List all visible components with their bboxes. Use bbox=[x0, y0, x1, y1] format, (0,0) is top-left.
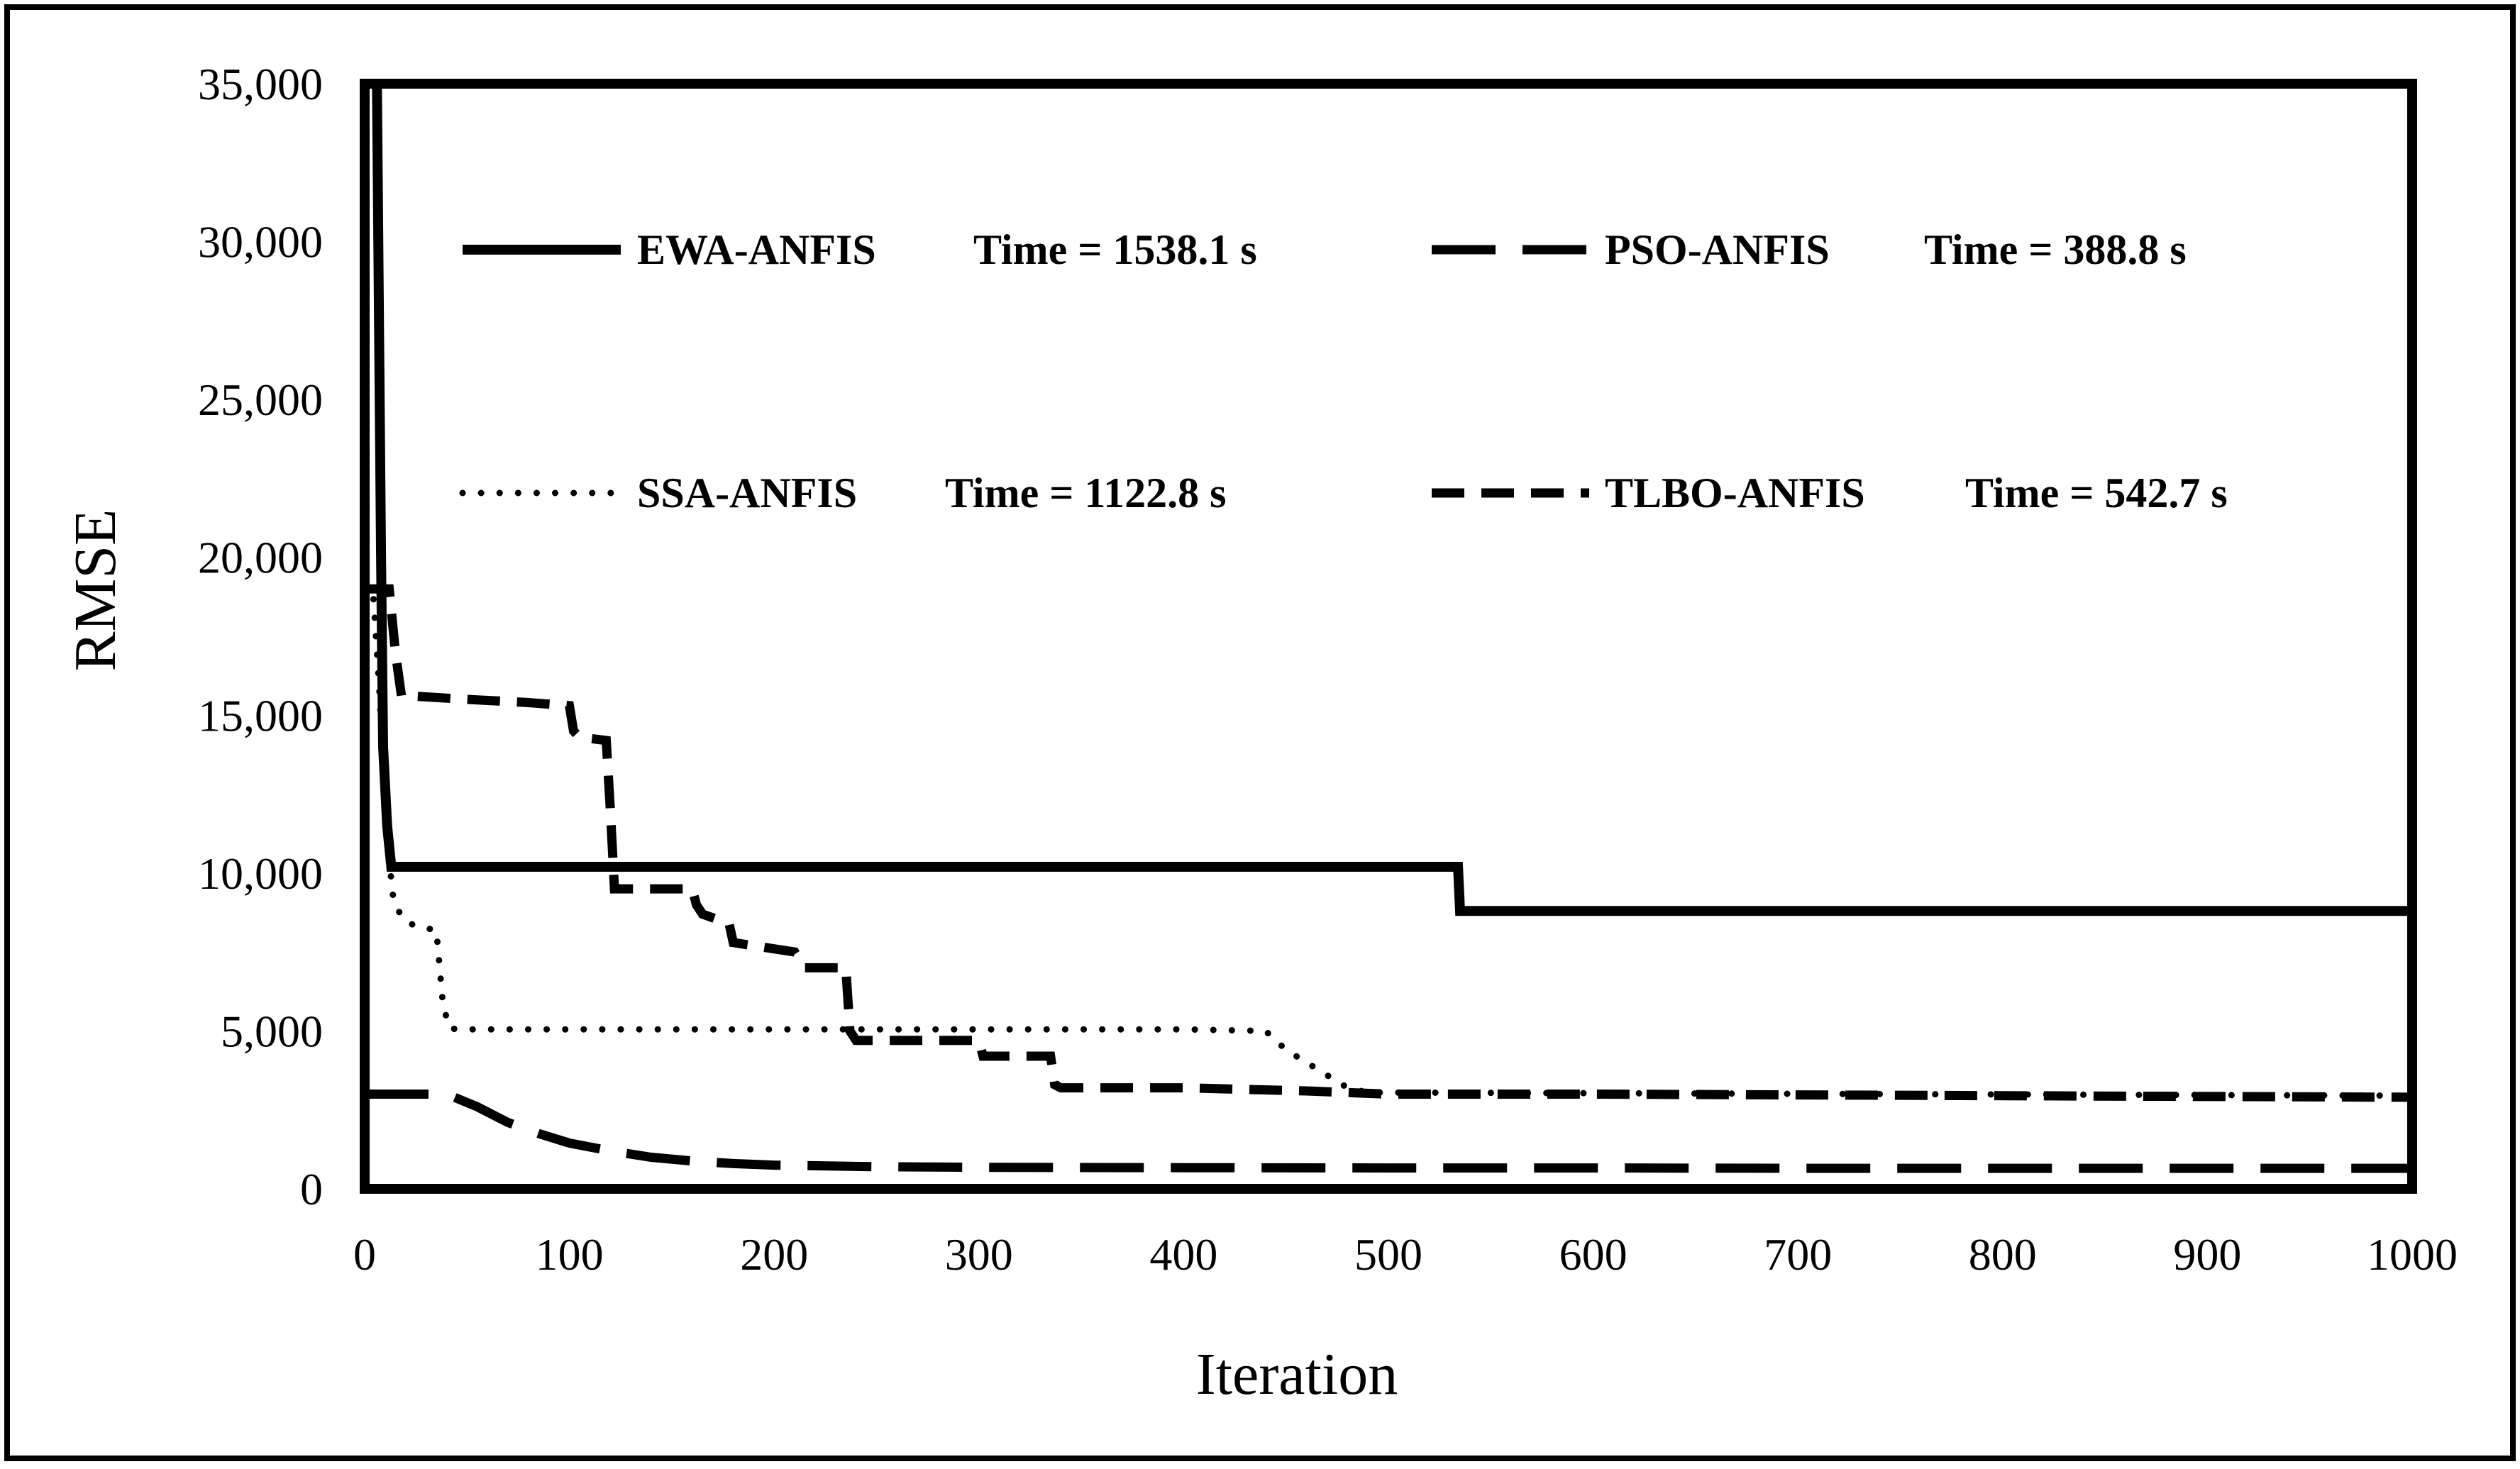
x-tick-label: 500 bbox=[1354, 1229, 1422, 1280]
y-tick-label: 35,000 bbox=[198, 59, 323, 109]
legend-label: SSA-ANFIS bbox=[637, 470, 857, 516]
y-tick-label: 10,000 bbox=[198, 848, 323, 899]
y-tick-label: 5,000 bbox=[221, 1006, 323, 1056]
y-tick-label: 20,000 bbox=[198, 533, 323, 583]
y-tick-label: 0 bbox=[300, 1164, 323, 1214]
series-line-pso-anfis bbox=[365, 1090, 2412, 1173]
x-tick-label: 200 bbox=[740, 1229, 808, 1280]
plot-area-frame bbox=[360, 79, 2417, 1194]
x-axis-title: Iteration bbox=[1196, 1341, 1398, 1407]
legend: EWA-ANFIS Time = 1538.1 s PSO-ANFIS Time = … bbox=[459, 226, 2228, 516]
y-axis-title: RMSE bbox=[62, 509, 128, 672]
x-tick-label: 0 bbox=[353, 1229, 376, 1280]
x-tick-label: 100 bbox=[536, 1229, 604, 1280]
x-tick-label: 1000 bbox=[2367, 1229, 2458, 1280]
legend-time-label: Time = 1538.1 s bbox=[973, 226, 1257, 273]
series-layer bbox=[361, 79, 2416, 1173]
legend-time-label: Time = 1122.8 s bbox=[945, 470, 1226, 516]
y-tick-label: 30,000 bbox=[198, 217, 323, 267]
x-axis-ticks: 0 100 200 300 400 500 600 700 800 900 1000 bbox=[353, 1229, 2458, 1280]
y-tick-label: 15,000 bbox=[198, 690, 323, 741]
x-tick-label: 400 bbox=[1149, 1229, 1217, 1280]
x-tick-label: 800 bbox=[1969, 1229, 2037, 1280]
x-tick-label: 300 bbox=[945, 1229, 1013, 1280]
legend-label: EWA-ANFIS bbox=[637, 226, 876, 273]
y-tick-label: 25,000 bbox=[198, 375, 323, 425]
figure-border bbox=[4, 4, 2516, 1461]
x-tick-label: 600 bbox=[1559, 1229, 1628, 1280]
x-tick-label: 900 bbox=[2173, 1229, 2241, 1280]
legend-time-label: Time = 542.7 s bbox=[1965, 470, 2228, 516]
legend-label: TLBO-ANFIS bbox=[1605, 470, 1865, 516]
y-axis-ticks: 0 5,000 10,000 15,000 20,000 25,000 30,000 35,0… bbox=[198, 59, 323, 1214]
series-line-tlbo-anfis bbox=[365, 584, 2413, 1102]
legend-time-label: Time = 388.8 s bbox=[1924, 226, 2187, 273]
series-line-ewa-anfis bbox=[365, 79, 2412, 916]
legend-label: PSO-ANFIS bbox=[1605, 226, 1830, 273]
x-tick-label: 700 bbox=[1764, 1229, 1832, 1280]
